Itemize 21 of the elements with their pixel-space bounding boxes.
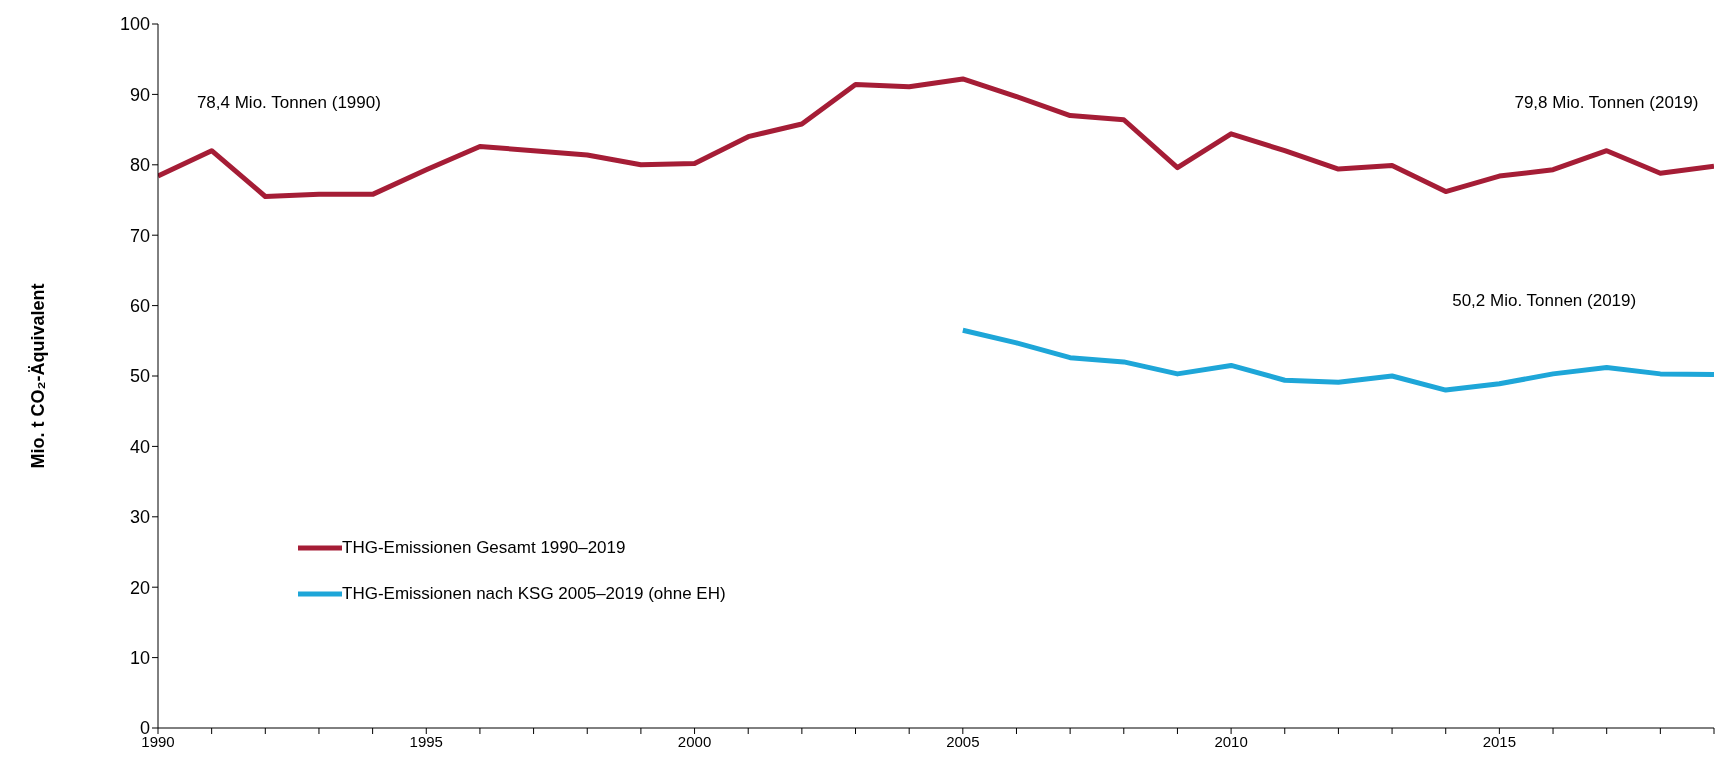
y-axis-title: Mio. t CO₂-Äquivalent	[28, 283, 49, 469]
annotation: 79,8 Mio. Tonnen (2019)	[1514, 93, 1699, 113]
y-tick-label: 50	[129, 366, 150, 387]
x-tick-label: 1995	[409, 732, 443, 750]
y-tick-label: 80	[129, 155, 150, 176]
y-tick-label: 100	[119, 14, 150, 35]
x-tick-label: 2005	[946, 732, 980, 750]
legend-label: THG-Emissionen nach KSG 2005–2019 (ohne EH)	[342, 584, 726, 604]
y-tick-label: 70	[129, 225, 150, 246]
annotation: 50,2 Mio. Tonnen (2019)	[1452, 290, 1637, 310]
x-tick-label: 2015	[1482, 732, 1517, 750]
y-tick-label: 10	[129, 647, 150, 668]
y-tick-label: 20	[129, 577, 150, 598]
y-tick-label: 90	[129, 84, 150, 105]
annotation: 78,4 Mio. Tonnen (1990)	[196, 93, 381, 113]
x-tick-label: 2010	[1214, 732, 1248, 750]
y-tick-label: 60	[129, 295, 150, 316]
y-tick-label: 30	[129, 507, 150, 528]
y-tick-label: 40	[129, 436, 150, 457]
legend-label: THG-Emissionen Gesamt 1990–2019	[342, 538, 626, 558]
x-tick-label: 2000	[677, 732, 712, 750]
